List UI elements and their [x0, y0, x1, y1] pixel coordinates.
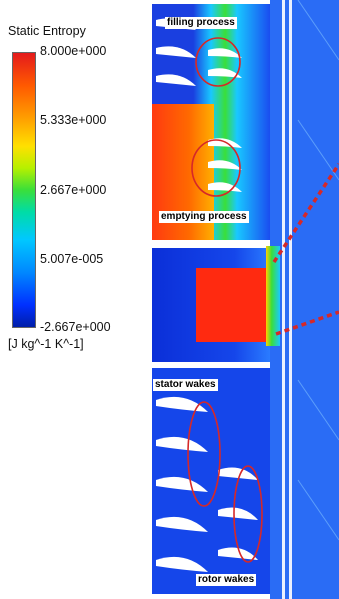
rotor-wakes-label: rotor wakes: [196, 574, 257, 586]
cfd-contour-panels: [152, 0, 339, 599]
tick-label-3: 2.667e+000: [40, 183, 107, 197]
tick-label-min: -2.667e+000: [40, 320, 111, 334]
stator-wakes-label: stator wakes: [153, 379, 218, 391]
tick-label-max: 8.000e+000: [40, 44, 107, 58]
rotor-blades: [282, 0, 292, 599]
stator-blades-bottom: [156, 396, 258, 572]
filling-process-label: filling process: [165, 17, 237, 29]
colorbar: [12, 52, 36, 328]
jet-front: [266, 246, 280, 346]
tick-label-2: 5.333e+000: [40, 113, 107, 127]
highlight-markers: [187, 37, 263, 563]
legend-title: Static Entropy: [8, 24, 86, 38]
jet-cone-lines: [272, 163, 339, 336]
injection-jet: [196, 268, 268, 342]
rotor-wake-lines: [297, 0, 339, 541]
tick-label-4: 5.007e-005: [40, 252, 104, 266]
rotor-strip: [270, 0, 339, 599]
unit-label: [J kg^-1 K^-1]: [8, 337, 84, 351]
emptying-process-label: emptying process: [159, 211, 249, 223]
